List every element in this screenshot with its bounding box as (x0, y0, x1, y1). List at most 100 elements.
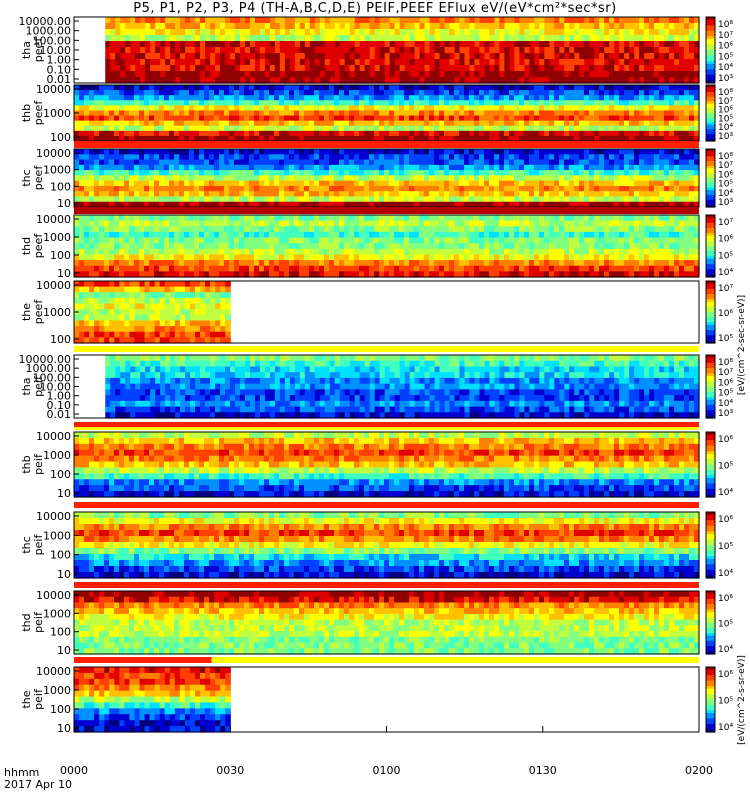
heatmap-cell (454, 29, 461, 36)
chart-title: P5, P1, P2, P3, P4 (TH-A,B,C,D,E) PEIF,P… (133, 1, 617, 16)
heatmap-cell (169, 265, 175, 272)
heatmap-cell (679, 159, 685, 166)
heatmap-cell (614, 29, 620, 36)
heatmap-cell (539, 180, 545, 187)
heatmap-cell (359, 41, 366, 48)
heatmap-cell (594, 201, 600, 208)
heatmap-cell (669, 41, 675, 48)
heatmap-cell (109, 130, 115, 137)
heatmap-cell (464, 149, 470, 155)
heatmap-cell (334, 77, 341, 84)
heatmap-cell (439, 59, 446, 66)
heatmap-cell (494, 135, 500, 142)
heatmap-cell (619, 85, 625, 91)
heatmap-cell (359, 243, 365, 250)
heatmap-cell (599, 110, 605, 117)
heatmap-cell (659, 41, 665, 48)
heatmap-cell (149, 105, 155, 112)
heatmap-cell (244, 100, 250, 106)
heatmap-cell (384, 265, 390, 272)
heatmap-cell (254, 120, 260, 127)
heatmap-cell (569, 23, 575, 30)
heatmap-cell (184, 185, 190, 192)
heatmap-cell (115, 41, 121, 48)
heatmap-cell (604, 149, 610, 155)
heatmap-cell (554, 17, 560, 24)
heatmap-cell (529, 180, 535, 187)
heatmap-cell (155, 59, 161, 66)
heatmap-cell (254, 265, 260, 272)
heatmap-cell (469, 130, 475, 137)
heatmap-cell (324, 100, 330, 106)
heatmap-cell (684, 90, 690, 96)
heatmap-cell (464, 35, 471, 42)
heatmap-cell (394, 265, 400, 272)
heatmap-cell (279, 105, 285, 112)
heatmap-cell (529, 185, 535, 192)
heatmap-cell (165, 41, 171, 48)
heatmap-cell (639, 170, 645, 176)
heatmap-cell (379, 29, 386, 36)
colorbar-segment (706, 96, 715, 100)
heatmap-cell (135, 59, 141, 66)
heatmap-cell (174, 254, 180, 261)
heatmap-cell (634, 120, 640, 127)
heatmap-cell (174, 154, 180, 161)
colorbar-segment (706, 17, 715, 21)
heatmap-cell (199, 105, 205, 112)
heatmap-cell (554, 191, 560, 198)
heatmap-cell (354, 185, 360, 192)
heatmap-cell (264, 220, 270, 227)
heatmap-cell (179, 271, 185, 278)
heatmap-cell (224, 125, 230, 132)
colorbar-segment (706, 127, 715, 130)
heatmap-cell (145, 71, 151, 78)
heatmap-cell (554, 110, 560, 117)
heatmap-cell (254, 95, 260, 101)
heatmap-cell (354, 248, 360, 256)
heatmap-cell (674, 85, 680, 91)
heatmap-cell (674, 196, 680, 203)
heatmap-cell (209, 135, 215, 142)
heatmap-cell (579, 120, 585, 127)
heatmap-cell (484, 71, 491, 78)
heatmap-cell (144, 85, 150, 91)
heatmap-cell (614, 47, 620, 54)
heatmap-cell (364, 65, 371, 72)
heatmap-cell (194, 130, 200, 137)
heatmap-cell (239, 149, 245, 155)
heatmap-cell (629, 41, 635, 48)
heatmap-cell (354, 226, 360, 233)
heatmap-cell (339, 201, 345, 208)
colorbar-segment (706, 190, 715, 194)
heatmap-cell (619, 170, 625, 176)
heatmap-cell (464, 175, 470, 182)
heatmap-cell (169, 196, 175, 203)
heatmap-cell (499, 23, 506, 30)
heatmap-cell (409, 41, 416, 48)
heatmap-cell (94, 164, 100, 171)
heatmap-cell (559, 65, 565, 72)
heatmap-cell (349, 260, 355, 267)
heatmap-cell (199, 254, 205, 261)
heatmap-cell (179, 215, 185, 222)
heatmap-cell (289, 215, 295, 222)
heatmap-cell (254, 231, 260, 239)
heatmap-cell (409, 226, 415, 233)
heatmap-cell (639, 164, 645, 171)
heatmap-cell (619, 159, 625, 166)
heatmap-cell (299, 237, 305, 244)
heatmap-cell (444, 65, 451, 72)
heatmap-cell (224, 135, 230, 142)
heatmap-cell (125, 77, 131, 84)
heatmap-cell (294, 53, 301, 60)
heatmap-cell (274, 17, 281, 24)
heatmap-cell (419, 95, 425, 101)
heatmap-cell (89, 130, 95, 137)
heatmap-cell (384, 90, 390, 96)
heatmap-cell (264, 85, 270, 91)
heatmap-cell (180, 59, 186, 66)
heatmap-cell (459, 47, 466, 54)
heatmap-cell (374, 53, 381, 60)
heatmap-cell (424, 254, 430, 261)
